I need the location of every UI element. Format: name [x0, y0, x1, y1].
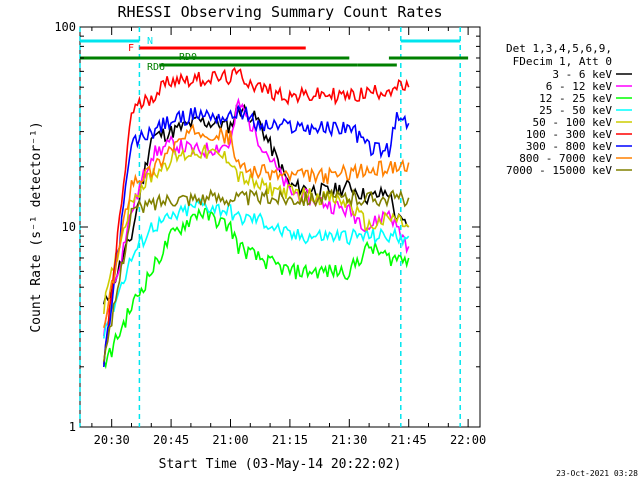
y-tick-label: 100 — [54, 20, 76, 34]
series-line-3 — [103, 198, 410, 339]
legend-entry-label: 25 - 50 keV — [539, 104, 612, 117]
legend-entry-label: 50 - 100 keV — [533, 116, 613, 129]
x-tick-label: 20:45 — [153, 433, 189, 447]
x-axis-ticks: 20:30 20:45 21:00 21:15 21:30 21:45 22:00 — [91, 27, 486, 447]
x-tick-label: 21:45 — [391, 433, 427, 447]
legend-title-line: FDecim 1, Att 0 — [513, 55, 612, 68]
flag-label-rd0: RD0 — [179, 52, 197, 63]
legend-entry-label: 300 - 800 keV — [526, 140, 612, 153]
legend-entry-label: 3 - 6 keV — [552, 68, 612, 81]
flag-label-n: N — [147, 36, 153, 47]
x-tick-label: 21:30 — [331, 433, 367, 447]
series-line-4 — [103, 144, 410, 315]
series-line-2 — [103, 207, 410, 370]
flag-label-rd6: RD6 — [147, 62, 165, 73]
series-line-1 — [103, 97, 410, 337]
series-line-6 — [103, 104, 410, 368]
instrument-flags: N F RD0 RD6 — [79, 27, 469, 427]
x-tick-label: 21:15 — [272, 433, 308, 447]
legend-entry-label: 100 - 300 keV — [526, 128, 612, 141]
count-rate-series — [103, 66, 410, 370]
series-line-7 — [103, 123, 410, 328]
legend-entry-label: 7000 - 15000 keV — [506, 164, 612, 177]
series-line-5 — [103, 66, 410, 365]
y-tick-label: 10 — [62, 220, 76, 234]
legend-title-line: Det 1,3,4,5,6,9, — [506, 42, 612, 55]
y-tick-label: 1 — [69, 420, 76, 434]
flag-label-f: F — [128, 43, 134, 54]
legend: Det 1,3,4,5,6,9,FDecim 1, Att 03 - 6 keV… — [506, 42, 632, 177]
x-tick-label: 21:00 — [212, 433, 248, 447]
x-tick-label: 20:30 — [94, 433, 130, 447]
date-stamp: 23-Oct-2021 03:28 — [556, 469, 638, 478]
legend-entry-label: 6 - 12 keV — [546, 80, 613, 93]
series-line-8 — [103, 187, 410, 362]
x-axis-label: Start Time (03-May-14 20:22:02) — [159, 457, 402, 472]
legend-entry-label: 12 - 25 keV — [539, 92, 612, 105]
legend-entry-label: 800 - 7000 keV — [519, 152, 612, 165]
y-axis-ticks: 1 10 100 — [54, 20, 480, 434]
x-tick-label: 22:00 — [450, 433, 486, 447]
chart-title: RHESSI Observing Summary Count Rates — [117, 3, 442, 21]
y-axis-label: Count Rate (s⁻¹ detector⁻¹) — [29, 121, 44, 332]
